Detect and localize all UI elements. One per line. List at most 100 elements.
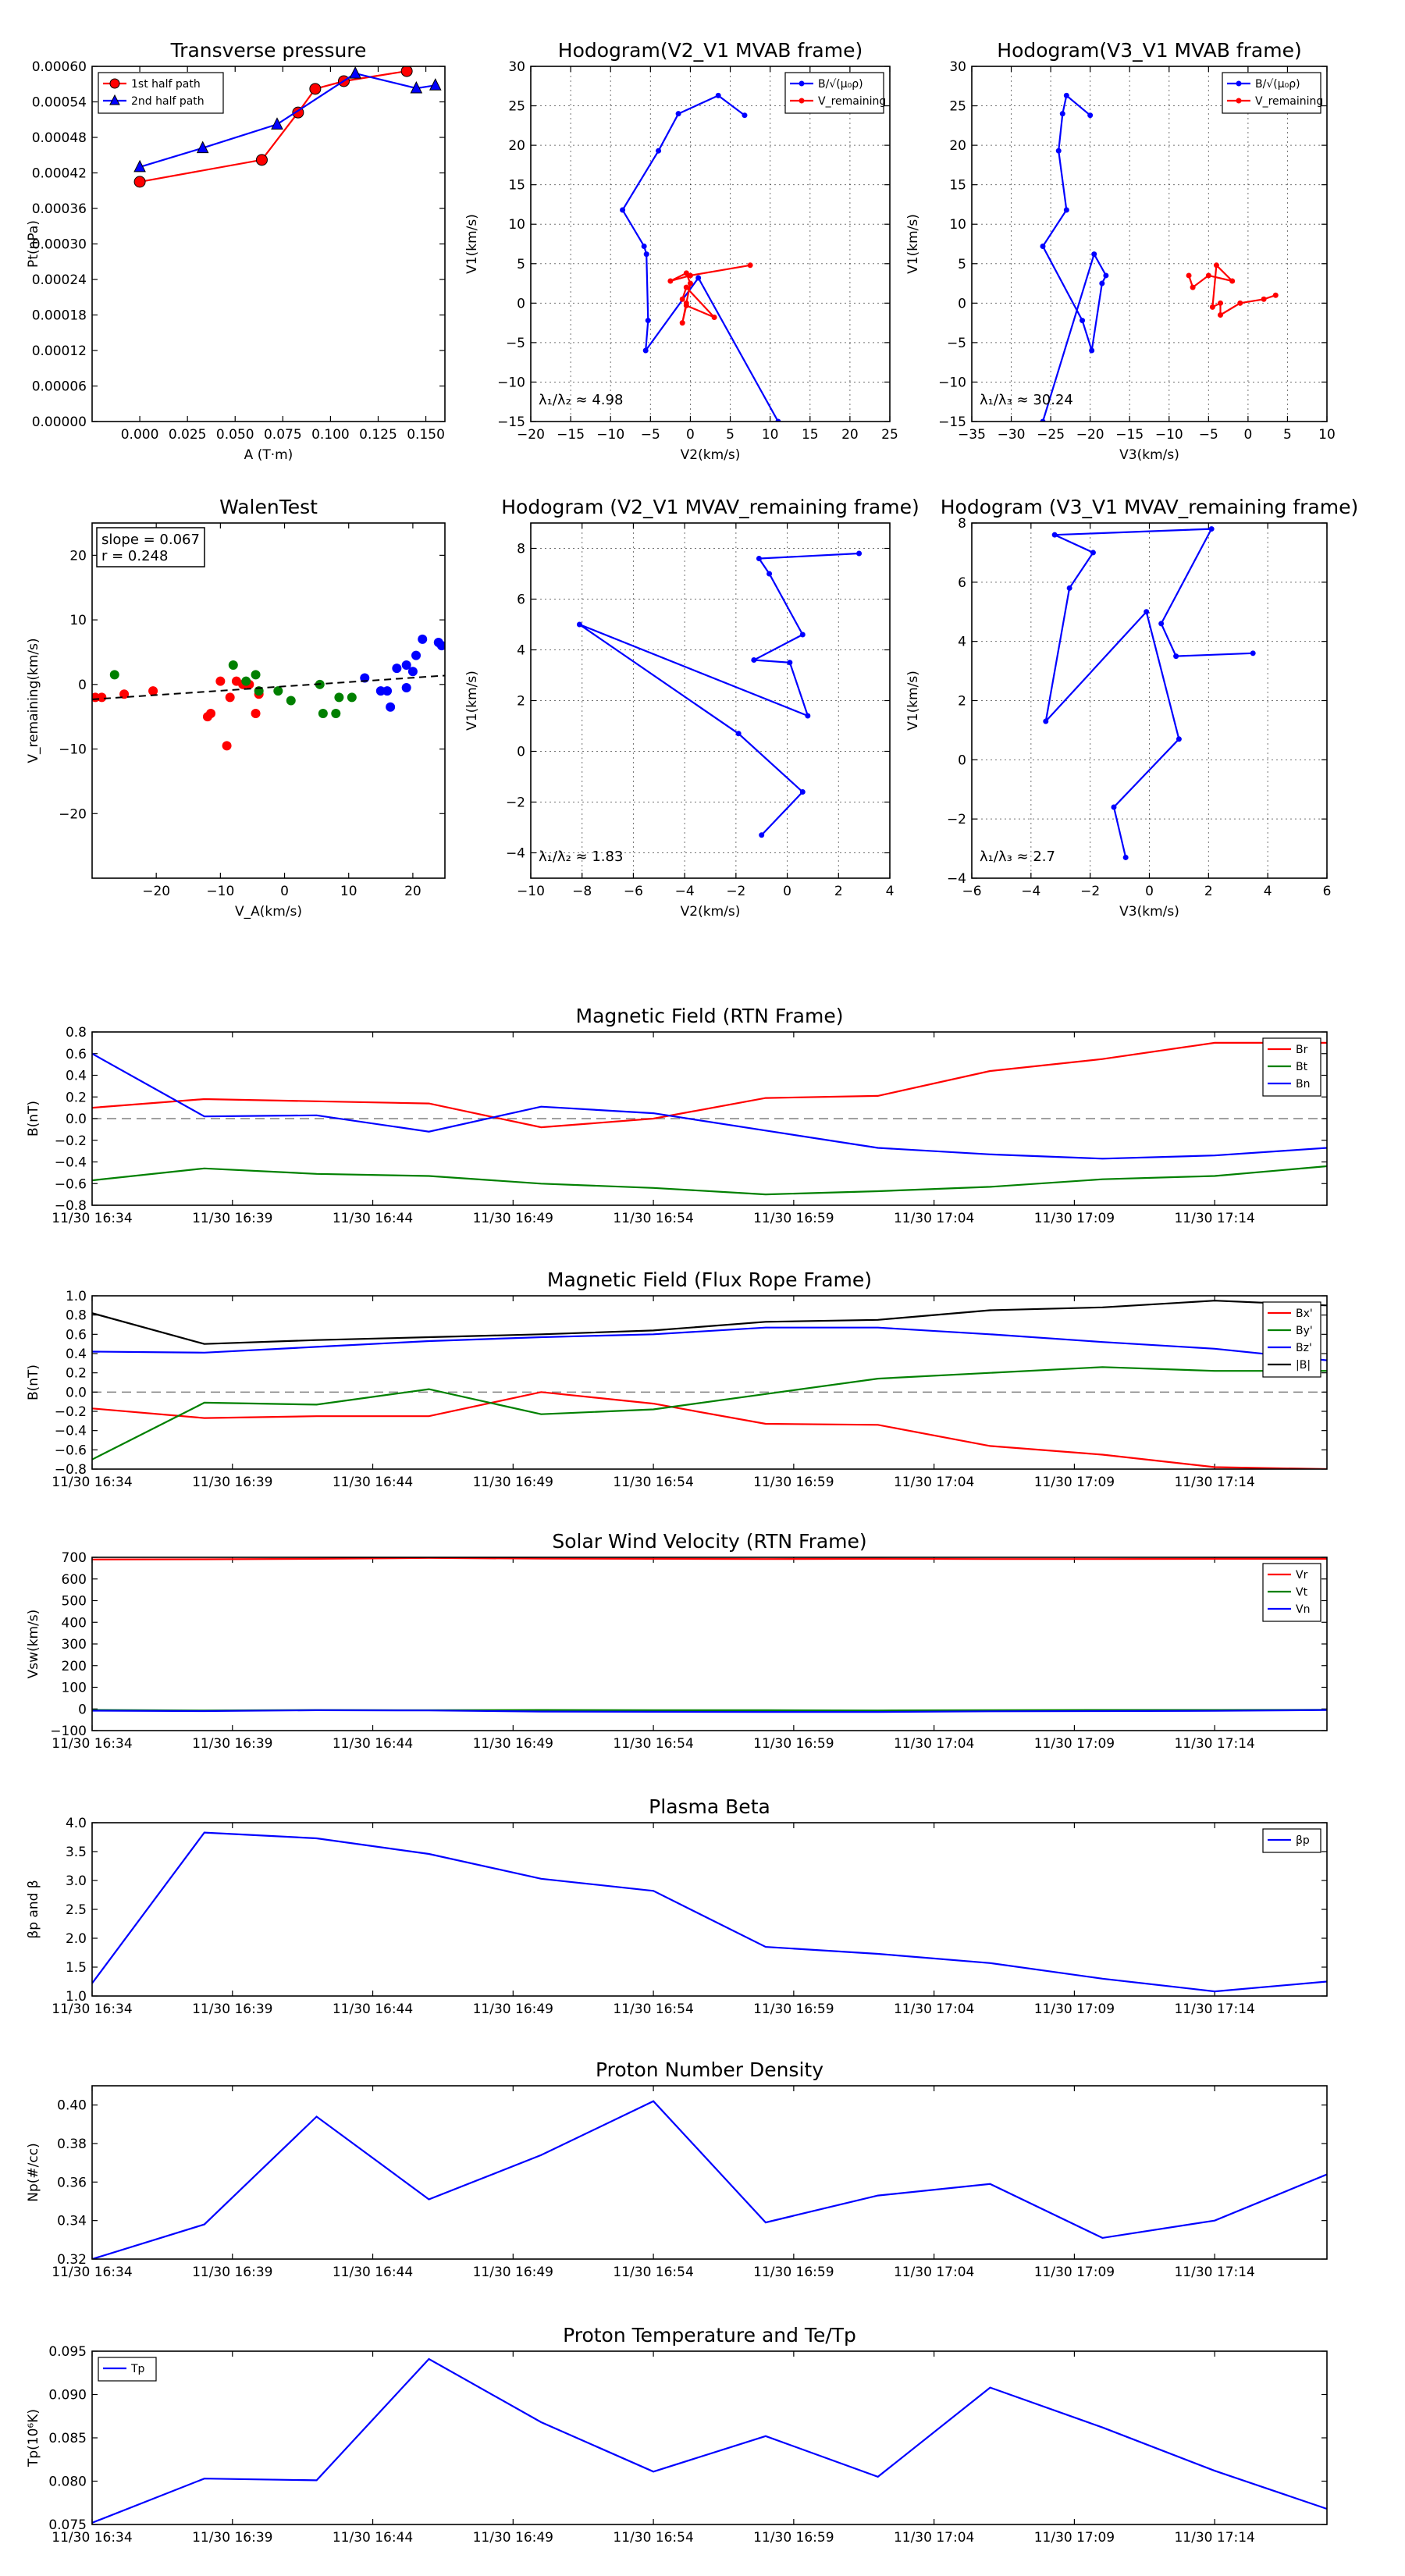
legend-label: Bt (1296, 1061, 1308, 1073)
legend-marker (1236, 98, 1242, 104)
data-point (148, 686, 158, 696)
plot-area (1043, 526, 1256, 860)
data-point (683, 270, 689, 276)
data-point (742, 112, 748, 119)
ratio-annotation: λ₁/λ₃ ≈ 2.7 (980, 849, 1055, 865)
data-point (735, 731, 742, 737)
y-tick-label: −0.2 (55, 1404, 87, 1420)
data-point (286, 696, 296, 706)
chart-title: WalenTest (219, 496, 318, 518)
data-point (1099, 280, 1105, 286)
y-tick-label: 10 (949, 217, 966, 233)
y-tick-label: 0.0 (66, 1385, 87, 1400)
y-tick-label: 0.00000 (32, 415, 87, 430)
y-tick-label: 0 (958, 296, 966, 311)
data-point (411, 650, 422, 660)
legend: B/√(μ₀ρ) V_remaining (784, 72, 886, 114)
x-tick-label: 11/30 16:39 (192, 2530, 272, 2546)
data-point (1063, 207, 1069, 213)
x-tick-label: −4 (1021, 884, 1040, 899)
x-tick-label: −10 (1155, 427, 1183, 443)
x-tick-label: 11/30 16:59 (753, 2530, 834, 2546)
data-point (97, 692, 107, 703)
chart-hodogram_v2_mvav: Hodogram (V2_V1 MVAV_remaining frame) V2(… (464, 496, 919, 920)
y-tick-label: 0.0 (66, 1112, 87, 1127)
data-point (1158, 621, 1165, 627)
y-tick-label: 0.080 (48, 2475, 87, 2490)
legend: Br Bt Bn (1262, 1037, 1321, 1097)
y-tick-label: 0.095 (48, 2344, 87, 2360)
x-tick-label: 11/30 16:54 (613, 1475, 693, 1490)
series-bz--line (92, 1326, 1327, 1361)
series-0-line (578, 552, 859, 836)
legend-box (784, 72, 884, 114)
x-tick-label: 4 (886, 884, 895, 899)
x-tick-label: −15 (1115, 427, 1144, 443)
x-tick-label: 11/30 16:34 (52, 1475, 132, 1490)
series-vn-line (92, 1709, 1327, 1713)
x-tick-label: 0.100 (311, 427, 350, 443)
y-tick-label: 10 (508, 217, 525, 233)
data-point (241, 676, 251, 686)
data-point (1205, 272, 1211, 279)
x-tick-label: 11/30 17:14 (1174, 2265, 1254, 2280)
data-point (751, 657, 757, 663)
chart-hodogram_v3_mvab: Hodogram(V3_V1 MVAB frame) V3(km/s) V1(km/… (905, 39, 1336, 463)
series-br-line (92, 1041, 1327, 1129)
data-point (1213, 262, 1219, 269)
data-point (759, 832, 765, 838)
y-tick-label: 30 (949, 59, 966, 75)
data-point (255, 154, 268, 166)
y-tick-label: 0.00018 (32, 308, 87, 324)
y-tick-label: 30 (508, 59, 525, 75)
x-tick-label: 11/30 16:49 (473, 2001, 553, 2017)
x-tick-label: 11/30 17:14 (1174, 2530, 1254, 2546)
y-tick-label: 5 (958, 257, 966, 272)
x-tick-label: 11/30 17:09 (1034, 2001, 1115, 2017)
y-tick-label: 300 (62, 1637, 87, 1653)
plot-area (1040, 92, 1279, 422)
chart-plasma_beta: Plasma Beta βp and β 11/30 16:34 11/30 16:3… (26, 1795, 1328, 2017)
x-tick-label: 20 (841, 427, 859, 443)
y-tick-label: 0.40 (57, 2098, 87, 2114)
data-point (805, 713, 811, 719)
y-tick-label: 0.32 (57, 2252, 87, 2268)
y-axis-label: Tp(10⁶K) (26, 2409, 41, 2467)
data-point (225, 692, 235, 703)
y-axis-label: V1(km/s) (905, 671, 921, 731)
series-b--line (1041, 94, 1108, 422)
data-point (643, 251, 649, 258)
chart-hodogram_v2_mvab: Hodogram(V2_V1 MVAB frame) V2(km/s) V1(km/… (464, 39, 898, 463)
data-point (1040, 418, 1046, 422)
y-tick-label: 0 (517, 296, 525, 311)
x-tick-label: 11/30 16:54 (613, 1736, 693, 1752)
y-tick-label: −0.8 (55, 1198, 87, 1214)
x-tick-label: 11/30 17:04 (894, 1475, 974, 1490)
chart-title: Plasma Beta (649, 1795, 770, 1818)
data-point (347, 692, 357, 703)
x-tick-label: 20 (404, 884, 422, 899)
x-tick-label: 11/30 16:49 (473, 1736, 553, 1752)
x-tick-label: 11/30 17:04 (894, 2001, 974, 2017)
y-tick-label: 0 (517, 745, 525, 760)
x-tick-label: −25 (1037, 427, 1065, 443)
data-point (1103, 272, 1109, 279)
data-point (1186, 272, 1192, 279)
data-point (392, 664, 402, 674)
y-tick-label: 200 (62, 1659, 87, 1674)
data-point (271, 117, 283, 130)
y-axis-label: Np(#/cc) (26, 2143, 41, 2201)
y-tick-label: 100 (62, 1681, 87, 1696)
data-point (1051, 532, 1058, 538)
data-point (1173, 653, 1179, 660)
series-v-remaining-line (670, 264, 751, 323)
x-tick-label: −4 (675, 884, 695, 899)
x-tick-label: 5 (726, 427, 735, 443)
y-tick-label: 15 (508, 178, 525, 194)
data-point (1066, 585, 1072, 591)
stats-line: r = 0.248 (101, 548, 168, 564)
data-point (641, 244, 647, 250)
y-tick-label: 0.6 (66, 1047, 87, 1062)
x-axis-label: V3(km/s) (1119, 447, 1179, 463)
y-tick-label: −10 (497, 375, 525, 390)
